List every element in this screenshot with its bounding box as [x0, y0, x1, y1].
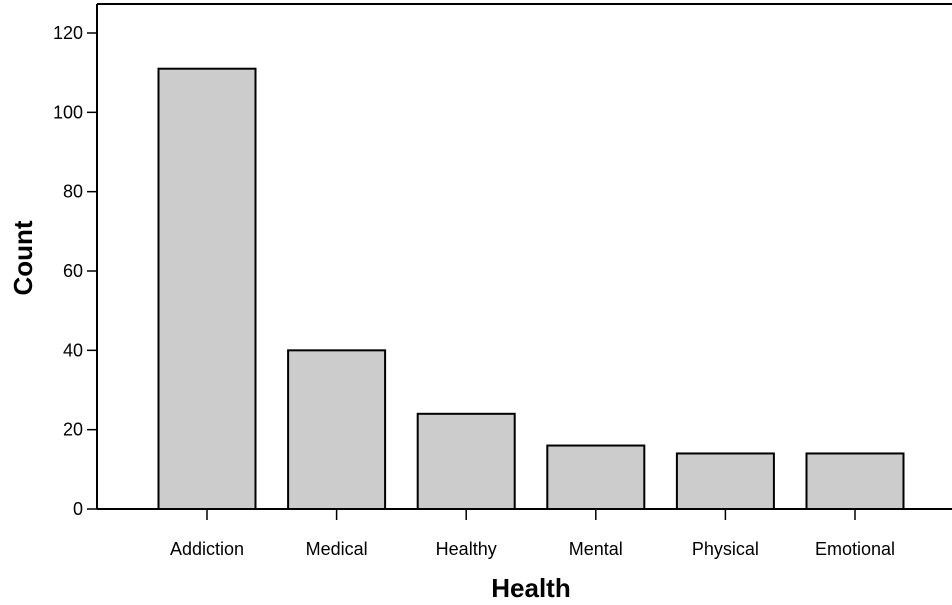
- bar-emotional: [805, 452, 905, 511]
- bar-healthy: [416, 412, 516, 510]
- y-axis-title: Count: [8, 220, 38, 295]
- y-tick-label: 40: [63, 340, 83, 360]
- x-tick-label: Addiction: [170, 539, 244, 559]
- y-tick-label: 20: [63, 420, 83, 440]
- y-tick-label: 120: [53, 23, 83, 43]
- x-tick-label: Mental: [569, 539, 623, 559]
- x-axis: Addiction Medical Healthy Mental Physical Emo…: [97, 508, 952, 559]
- y-tick-label: 100: [53, 102, 83, 122]
- x-tick-label: Physical: [692, 539, 759, 559]
- x-axis-title: Health: [491, 573, 570, 603]
- bars: [157, 67, 905, 511]
- bar-mental: [546, 444, 646, 510]
- y-tick-label: 80: [63, 182, 83, 202]
- x-tick-label: Emotional: [815, 539, 895, 559]
- y-axis: 0 20 40 60 80 100 120: [53, 3, 952, 519]
- x-tick-label: Medical: [306, 539, 368, 559]
- x-tick-label: Healthy: [436, 539, 497, 559]
- bar-addiction: [157, 67, 257, 510]
- bar-medical: [287, 349, 387, 511]
- y-tick-label: 60: [63, 261, 83, 281]
- y-tick-label: 0: [73, 499, 83, 519]
- bar-physical: [675, 452, 775, 511]
